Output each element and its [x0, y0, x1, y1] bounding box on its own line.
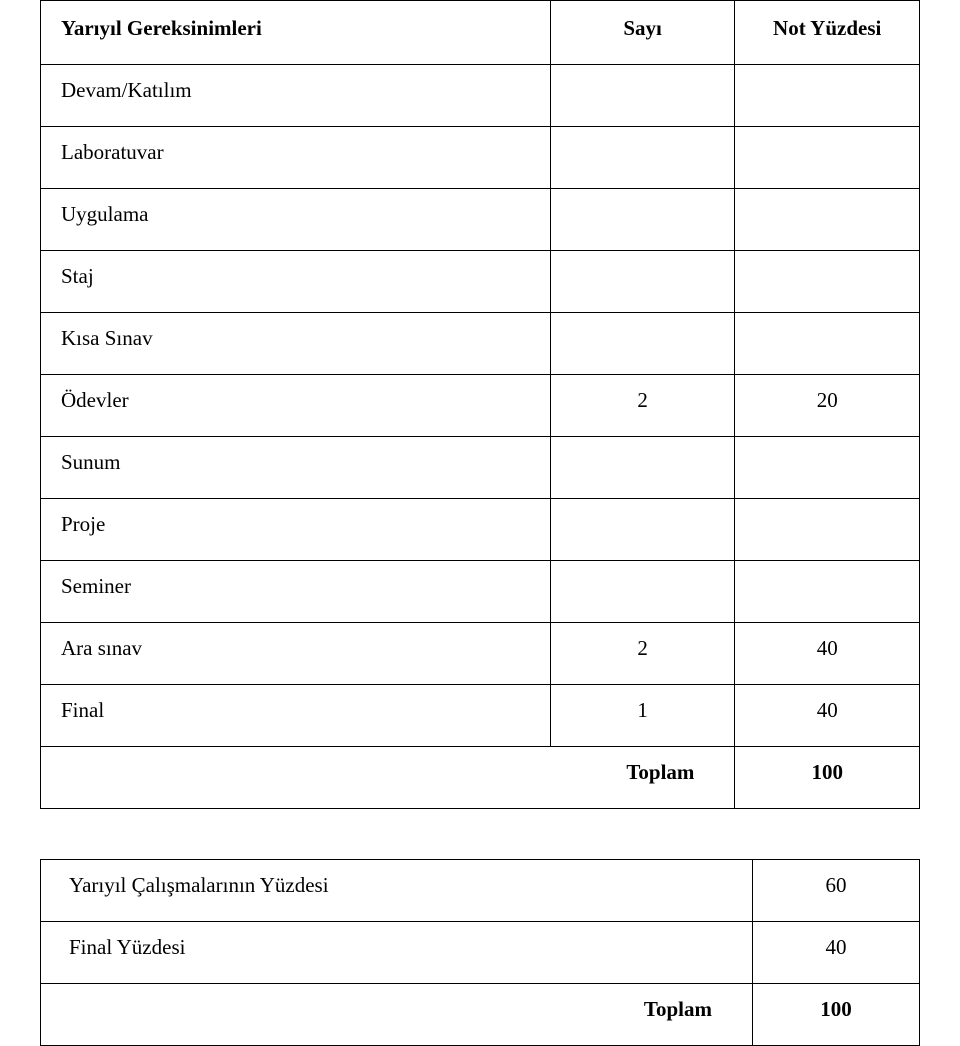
row-percent: 20 — [735, 375, 920, 437]
row-percent: 40 — [735, 623, 920, 685]
total-row: Toplam 100 — [41, 747, 920, 809]
row-count — [550, 251, 735, 313]
row-label: Staj — [41, 251, 551, 313]
requirements-table: Yarıyıl Gereksinimleri Sayı Not Yüzdesi … — [40, 0, 920, 809]
row-label: Proje — [41, 499, 551, 561]
row-count: 1 — [550, 685, 735, 747]
table-row: Staj — [41, 251, 920, 313]
row-label: Sunum — [41, 437, 551, 499]
row-percent — [735, 189, 920, 251]
table-row: Final140 — [41, 685, 920, 747]
table-row: Sunum — [41, 437, 920, 499]
row-count — [550, 561, 735, 623]
row-label: Uygulama — [41, 189, 551, 251]
row-label: Laboratuvar — [41, 127, 551, 189]
table-row: Ödevler220 — [41, 375, 920, 437]
row-value: 40 — [752, 922, 919, 984]
total-row: Toplam 100 — [41, 984, 920, 1046]
table-row: Final Yüzdesi40 — [41, 922, 920, 984]
total-label: Toplam — [41, 747, 735, 809]
row-count — [550, 313, 735, 375]
row-label: Ödevler — [41, 375, 551, 437]
row-percent: 40 — [735, 685, 920, 747]
total-value: 100 — [735, 747, 920, 809]
percent-table: Yarıyıl Çalışmalarının Yüzdesi60 Final Y… — [40, 859, 920, 1046]
row-percent — [735, 65, 920, 127]
table-row: Uygulama — [41, 189, 920, 251]
row-count — [550, 189, 735, 251]
row-label: Seminer — [41, 561, 551, 623]
row-label: Kısa Sınav — [41, 313, 551, 375]
table-gap — [40, 809, 920, 859]
row-percent — [735, 561, 920, 623]
row-percent — [735, 437, 920, 499]
row-percent — [735, 313, 920, 375]
row-percent — [735, 499, 920, 561]
row-count — [550, 437, 735, 499]
table-row: Ara sınav240 — [41, 623, 920, 685]
table-row: Seminer — [41, 561, 920, 623]
row-percent — [735, 251, 920, 313]
header-req: Yarıyıl Gereksinimleri — [41, 1, 551, 65]
total-value: 100 — [752, 984, 919, 1046]
row-label: Ara sınav — [41, 623, 551, 685]
row-count: 2 — [550, 623, 735, 685]
table-row: Kısa Sınav — [41, 313, 920, 375]
row-count — [550, 499, 735, 561]
row-label: Final Yüzdesi — [41, 922, 753, 984]
row-label: Devam/Katılım — [41, 65, 551, 127]
header-percent: Not Yüzdesi — [735, 1, 920, 65]
total-label: Toplam — [41, 984, 753, 1046]
table-row: Laboratuvar — [41, 127, 920, 189]
table-row: Devam/Katılım — [41, 65, 920, 127]
row-count: 2 — [550, 375, 735, 437]
table-row: Proje — [41, 499, 920, 561]
row-count — [550, 65, 735, 127]
row-percent — [735, 127, 920, 189]
row-count — [550, 127, 735, 189]
row-label: Final — [41, 685, 551, 747]
table-header-row: Yarıyıl Gereksinimleri Sayı Not Yüzdesi — [41, 1, 920, 65]
header-count: Sayı — [550, 1, 735, 65]
